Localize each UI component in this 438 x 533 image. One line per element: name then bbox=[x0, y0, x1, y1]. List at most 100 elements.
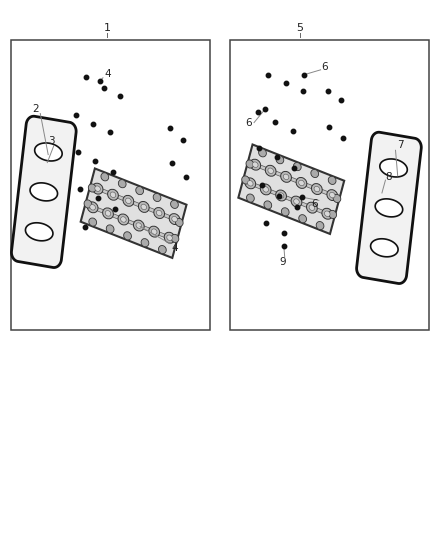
Ellipse shape bbox=[110, 192, 116, 198]
Text: 1: 1 bbox=[104, 23, 111, 33]
Ellipse shape bbox=[322, 208, 332, 219]
Ellipse shape bbox=[245, 178, 256, 189]
Bar bbox=[230, 40, 429, 330]
Polygon shape bbox=[35, 143, 62, 161]
Ellipse shape bbox=[296, 177, 307, 188]
Text: 4: 4 bbox=[171, 243, 178, 253]
Ellipse shape bbox=[126, 198, 131, 204]
Text: 6: 6 bbox=[311, 199, 318, 208]
Text: 5: 5 bbox=[297, 23, 304, 33]
Ellipse shape bbox=[138, 201, 149, 212]
Ellipse shape bbox=[293, 163, 301, 171]
Ellipse shape bbox=[278, 193, 284, 198]
Ellipse shape bbox=[134, 220, 144, 231]
Ellipse shape bbox=[299, 180, 304, 185]
Ellipse shape bbox=[156, 210, 162, 216]
Ellipse shape bbox=[84, 200, 92, 208]
Ellipse shape bbox=[106, 225, 114, 233]
Ellipse shape bbox=[329, 192, 335, 198]
Ellipse shape bbox=[309, 205, 314, 211]
Ellipse shape bbox=[105, 211, 111, 216]
Text: 6: 6 bbox=[245, 118, 252, 127]
Ellipse shape bbox=[172, 216, 177, 222]
Text: 8: 8 bbox=[385, 172, 392, 182]
Text: 7: 7 bbox=[397, 140, 404, 150]
Ellipse shape bbox=[89, 218, 97, 226]
Ellipse shape bbox=[333, 195, 341, 203]
Ellipse shape bbox=[246, 160, 254, 168]
Polygon shape bbox=[30, 183, 57, 201]
Ellipse shape bbox=[276, 190, 286, 201]
Ellipse shape bbox=[154, 207, 165, 219]
Ellipse shape bbox=[281, 172, 291, 182]
Ellipse shape bbox=[136, 187, 144, 195]
Ellipse shape bbox=[171, 235, 179, 243]
Ellipse shape bbox=[242, 176, 250, 184]
Ellipse shape bbox=[268, 168, 273, 174]
Ellipse shape bbox=[276, 156, 284, 164]
Ellipse shape bbox=[291, 196, 302, 207]
Ellipse shape bbox=[169, 214, 180, 224]
Polygon shape bbox=[81, 168, 187, 258]
Ellipse shape bbox=[265, 165, 276, 176]
Text: 4: 4 bbox=[104, 69, 111, 78]
Text: 3: 3 bbox=[48, 136, 55, 146]
Text: 9: 9 bbox=[279, 257, 286, 267]
Ellipse shape bbox=[263, 187, 268, 192]
Ellipse shape bbox=[118, 214, 129, 225]
Polygon shape bbox=[245, 180, 333, 217]
Ellipse shape bbox=[260, 184, 271, 195]
Ellipse shape bbox=[120, 217, 126, 222]
Bar bbox=[11, 40, 210, 330]
Text: 2: 2 bbox=[32, 104, 39, 114]
Ellipse shape bbox=[164, 232, 175, 243]
Ellipse shape bbox=[141, 204, 147, 209]
Polygon shape bbox=[371, 239, 398, 257]
Ellipse shape bbox=[102, 208, 113, 219]
Ellipse shape bbox=[247, 181, 253, 186]
Ellipse shape bbox=[299, 215, 307, 223]
Ellipse shape bbox=[250, 159, 261, 170]
Polygon shape bbox=[87, 204, 175, 241]
Ellipse shape bbox=[170, 200, 178, 208]
Polygon shape bbox=[238, 144, 344, 234]
Polygon shape bbox=[11, 116, 76, 268]
Ellipse shape bbox=[252, 162, 258, 167]
Ellipse shape bbox=[311, 183, 322, 195]
Ellipse shape bbox=[153, 193, 161, 201]
Ellipse shape bbox=[95, 186, 100, 191]
Ellipse shape bbox=[167, 235, 173, 240]
Ellipse shape bbox=[258, 149, 266, 157]
Ellipse shape bbox=[247, 194, 254, 202]
Polygon shape bbox=[375, 199, 403, 217]
Ellipse shape bbox=[314, 186, 320, 192]
Ellipse shape bbox=[124, 232, 131, 240]
Ellipse shape bbox=[325, 211, 330, 216]
Ellipse shape bbox=[87, 202, 98, 213]
Polygon shape bbox=[250, 161, 338, 199]
Ellipse shape bbox=[281, 208, 289, 216]
Ellipse shape bbox=[316, 222, 324, 230]
Ellipse shape bbox=[149, 226, 159, 237]
Text: 6: 6 bbox=[321, 62, 328, 71]
Ellipse shape bbox=[283, 174, 289, 180]
Ellipse shape bbox=[136, 223, 141, 228]
Ellipse shape bbox=[159, 246, 166, 254]
Ellipse shape bbox=[329, 211, 336, 219]
Ellipse shape bbox=[328, 176, 336, 184]
Ellipse shape bbox=[101, 173, 109, 181]
Ellipse shape bbox=[118, 180, 126, 188]
Ellipse shape bbox=[88, 184, 96, 192]
Ellipse shape bbox=[152, 229, 157, 235]
Ellipse shape bbox=[123, 196, 134, 206]
Ellipse shape bbox=[175, 219, 183, 227]
Ellipse shape bbox=[141, 239, 149, 247]
Polygon shape bbox=[25, 223, 53, 241]
Ellipse shape bbox=[327, 190, 338, 200]
Ellipse shape bbox=[311, 169, 318, 177]
Polygon shape bbox=[380, 159, 407, 177]
Ellipse shape bbox=[90, 205, 95, 210]
Ellipse shape bbox=[92, 183, 103, 194]
Ellipse shape bbox=[108, 189, 118, 200]
Polygon shape bbox=[357, 132, 421, 284]
